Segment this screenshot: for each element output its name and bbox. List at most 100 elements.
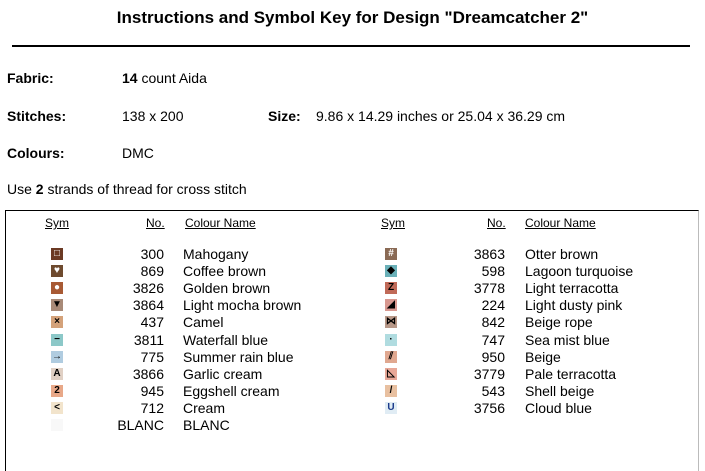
- colour-name: Light mocha brown: [183, 297, 302, 314]
- colour-name: Cloud blue: [525, 399, 592, 416]
- header-name-right: Colour Name: [525, 216, 596, 230]
- key-row: 2 945 Eggshell cream: [0, 383, 705, 400]
- strands-post: strands of thread for cross stitch: [43, 181, 247, 197]
- dmc-number: 300: [140, 246, 164, 262]
- size-value: 9.86 x 14.29 inches or 25.04 x 36.29 cm: [316, 108, 566, 124]
- header-name-left: Colour Name: [185, 216, 256, 230]
- colour-name: Garlic cream: [183, 365, 263, 382]
- symbol-swatch-icon: ×: [51, 316, 63, 329]
- symbol-swatch-icon: A: [51, 367, 63, 380]
- dmc-number: 3864: [132, 297, 164, 314]
- colour-name: Cream: [183, 399, 226, 416]
- colour-name: Light dusty pink: [525, 297, 623, 314]
- colour-name: Sea mist blue: [525, 331, 610, 348]
- key-row: / 543 Shell beige: [0, 383, 705, 400]
- colour-name: Pale terracotta: [525, 365, 617, 382]
- key-row: ⋈ 842 Beige rope: [0, 314, 705, 331]
- symbol-swatch-icon: →: [51, 350, 63, 363]
- key-row: ◆ 598 Lagoon turquoise: [0, 263, 705, 280]
- page-title: Instructions and Symbol Key for Design "…: [116, 8, 589, 27]
- key-row: A 3866 Garlic cream: [0, 366, 705, 383]
- size-label: Size:: [268, 108, 301, 124]
- colours-label: Colours:: [7, 145, 65, 161]
- symbol-swatch-icon: ◆: [385, 265, 397, 278]
- symbol-swatch-icon: #: [385, 248, 397, 260]
- strands-count: 2: [35, 181, 44, 197]
- key-row: − 3811 Waterfall blue: [0, 332, 705, 349]
- dmc-number: 775: [140, 348, 164, 365]
- key-row: ♥ 869 Coffee brown: [0, 263, 705, 280]
- header-sym-left: Sym: [45, 216, 69, 230]
- colour-name: Summer rain blue: [183, 348, 294, 365]
- dmc-number: 224: [481, 297, 505, 314]
- key-row: ⫽ 950 Beige: [0, 349, 705, 366]
- symbol-swatch-icon: 2: [51, 384, 63, 397]
- symbol-swatch-icon: Z: [385, 282, 397, 295]
- colour-name: Golden brown: [183, 280, 271, 297]
- colours-value: DMC: [122, 145, 154, 161]
- key-row: → 775 Summer rain blue: [0, 349, 705, 366]
- fabric-count: 14: [122, 70, 138, 86]
- key-row: ▼ 3864 Light mocha brown: [0, 297, 705, 314]
- dmc-number: 3779: [473, 365, 505, 382]
- fabric-label: Fabric:: [7, 70, 54, 86]
- symbol-swatch-icon: ◺: [385, 367, 397, 380]
- colour-name: Mahogany: [183, 246, 249, 262]
- symbol-swatch-icon: U: [385, 401, 397, 414]
- header-no-left: No.: [146, 216, 165, 230]
- key-row: Z 3778 Light terracotta: [0, 280, 705, 297]
- dmc-number: 3756: [473, 399, 505, 416]
- dmc-number: 869: [140, 263, 164, 280]
- key-row: BLANC BLANC: [0, 417, 705, 434]
- key-row: · 747 Sea mist blue: [0, 332, 705, 349]
- symbol-swatch-icon: [51, 419, 63, 431]
- symbol-swatch-icon: □: [51, 248, 63, 260]
- key-row: < 712 Cream: [0, 400, 705, 417]
- symbol-swatch-icon: ·: [385, 333, 397, 346]
- strands-pre: Use: [7, 181, 36, 197]
- fabric-value: 14 count Aida: [122, 70, 207, 86]
- dmc-number: BLANC: [117, 417, 164, 433]
- strands-instruction: Use 2 strands of thread for cross stitch: [7, 181, 247, 197]
- colour-name: Eggshell cream: [183, 382, 280, 399]
- dmc-number: 3826: [132, 280, 164, 297]
- symbol-swatch-icon: ♥: [51, 265, 63, 278]
- key-row: ◺ 3779 Pale terracotta: [0, 366, 705, 383]
- colour-name: Waterfall blue: [183, 331, 269, 348]
- dmc-number: 712: [140, 399, 164, 416]
- symbol-swatch-icon: ⋈: [385, 316, 397, 329]
- dmc-number: 950: [481, 348, 505, 365]
- symbol-swatch-icon: /: [385, 384, 397, 397]
- colour-name: Light terracotta: [525, 280, 619, 297]
- dmc-number: 437: [140, 314, 164, 331]
- key-row: × 437 Camel: [0, 314, 705, 331]
- colour-name: Beige: [525, 348, 561, 365]
- dmc-number: 543: [481, 382, 505, 399]
- stitches-label: Stitches:: [7, 108, 67, 124]
- colour-name: Otter brown: [525, 246, 599, 262]
- dmc-number: 842: [481, 314, 505, 331]
- colour-name: BLANC: [183, 417, 230, 433]
- symbol-swatch-icon: ◢: [385, 299, 397, 312]
- key-row: U 3756 Cloud blue: [0, 400, 705, 417]
- dmc-number: 3811: [133, 331, 164, 348]
- header-no-right: No.: [487, 216, 506, 230]
- key-row: ● 3826 Golden brown: [0, 280, 705, 297]
- key-row: # 3863 Otter brown: [0, 246, 705, 263]
- dmc-number: 3863: [473, 246, 505, 262]
- symbol-swatch-icon: ⫽: [385, 350, 397, 363]
- header-sym-right: Sym: [381, 216, 405, 230]
- title-rule: [12, 45, 690, 47]
- colour-name: Coffee brown: [183, 263, 267, 280]
- stitches-value: 138 x 200: [122, 108, 184, 124]
- symbol-swatch-icon: ●: [51, 282, 63, 295]
- colour-name: Lagoon turquoise: [525, 263, 634, 280]
- dmc-number: 3778: [473, 280, 505, 297]
- symbol-swatch-icon: ▼: [51, 299, 63, 312]
- fabric-type: count Aida: [137, 70, 207, 86]
- dmc-number: 3866: [132, 365, 164, 382]
- symbol-key-table: [5, 210, 699, 471]
- colour-name: Camel: [183, 314, 224, 331]
- key-row: ◢ 224 Light dusty pink: [0, 297, 705, 314]
- key-row: □ 300 Mahogany: [0, 246, 705, 263]
